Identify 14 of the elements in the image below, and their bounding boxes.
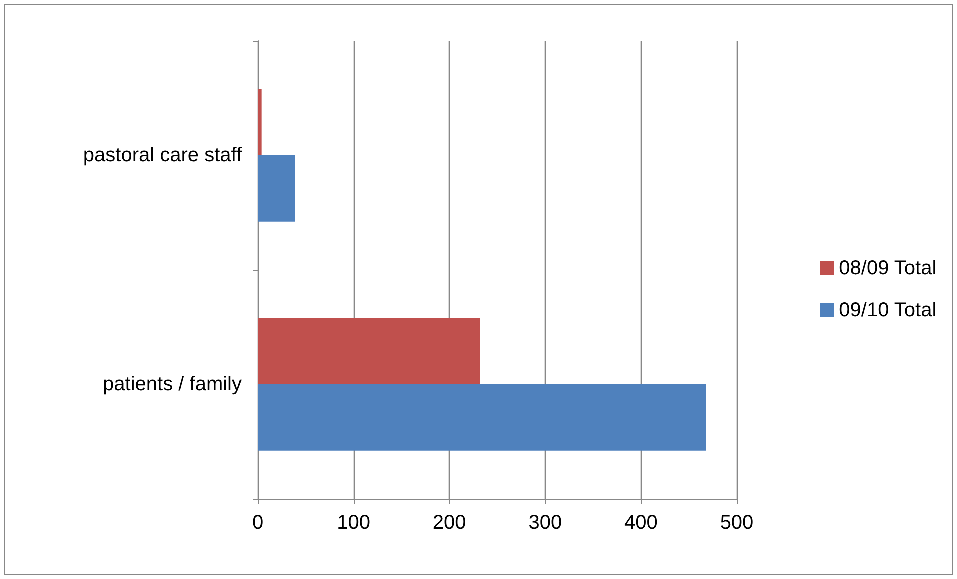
bar: [258, 384, 706, 451]
legend-label: 08/09 Total: [839, 258, 937, 280]
bar: [258, 89, 262, 156]
bar: [258, 156, 296, 222]
y-tick-label: patients / family: [103, 374, 242, 396]
x-tick-label: 300: [528, 512, 562, 534]
x-tick-label: 500: [720, 512, 754, 534]
y-tick-label: pastoral care staff: [83, 144, 242, 166]
x-tick-label: 400: [624, 512, 658, 534]
legend-label: 09/10 Total: [839, 300, 937, 322]
bar: [258, 318, 480, 384]
x-tick-label: 0: [252, 512, 264, 534]
x-tick-label: 200: [432, 512, 466, 534]
x-tick-label: 100: [337, 512, 370, 534]
